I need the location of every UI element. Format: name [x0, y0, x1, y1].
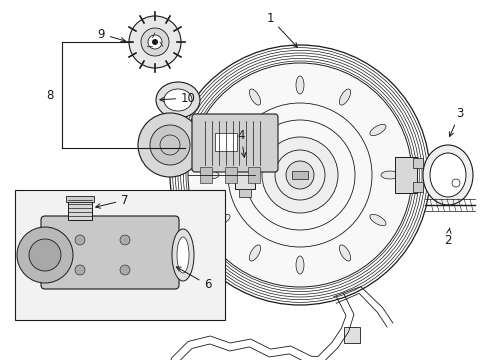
Circle shape — [129, 16, 181, 68]
Ellipse shape — [201, 171, 219, 179]
Bar — [215, 133, 237, 151]
Ellipse shape — [380, 171, 398, 179]
Bar — [15, 190, 224, 320]
Ellipse shape — [422, 145, 472, 205]
Text: 1: 1 — [265, 12, 297, 47]
Circle shape — [17, 227, 73, 283]
Bar — [239, 155, 250, 165]
Bar — [224, 167, 237, 183]
Circle shape — [120, 235, 130, 245]
Ellipse shape — [369, 124, 385, 136]
Circle shape — [285, 161, 313, 189]
Text: 4: 4 — [237, 129, 245, 157]
Text: 8: 8 — [46, 89, 54, 102]
Text: 9: 9 — [97, 27, 125, 42]
Circle shape — [262, 137, 337, 213]
Bar — [235, 161, 254, 189]
Bar — [66, 196, 94, 202]
Circle shape — [141, 28, 169, 56]
Bar — [412, 182, 422, 192]
Ellipse shape — [214, 124, 230, 136]
FancyBboxPatch shape — [192, 114, 278, 172]
Ellipse shape — [339, 245, 350, 261]
Ellipse shape — [172, 229, 194, 281]
Bar — [247, 167, 260, 183]
Ellipse shape — [249, 89, 260, 105]
Bar — [394, 157, 416, 193]
Text: 10: 10 — [160, 91, 196, 104]
Circle shape — [150, 125, 190, 165]
Bar — [412, 158, 422, 168]
Text: 5: 5 — [0, 359, 1, 360]
FancyBboxPatch shape — [41, 216, 179, 289]
Text: 7: 7 — [96, 194, 128, 208]
Circle shape — [75, 235, 85, 245]
Circle shape — [187, 63, 411, 287]
Bar — [343, 327, 359, 343]
Ellipse shape — [339, 89, 350, 105]
Ellipse shape — [156, 82, 200, 118]
Bar — [200, 167, 212, 183]
Bar — [68, 198, 92, 220]
Circle shape — [29, 239, 61, 271]
Bar — [291, 171, 307, 179]
Circle shape — [75, 265, 85, 275]
Circle shape — [120, 265, 130, 275]
Ellipse shape — [369, 214, 385, 226]
Ellipse shape — [295, 76, 304, 94]
Ellipse shape — [249, 245, 260, 261]
Circle shape — [152, 39, 158, 45]
Ellipse shape — [163, 89, 192, 111]
Circle shape — [148, 35, 162, 49]
Text: 2: 2 — [443, 228, 451, 247]
Circle shape — [138, 113, 202, 177]
Ellipse shape — [214, 214, 230, 226]
Text: 3: 3 — [448, 107, 463, 136]
Ellipse shape — [429, 153, 465, 197]
Text: 6: 6 — [176, 267, 211, 292]
Ellipse shape — [295, 256, 304, 274]
Ellipse shape — [177, 237, 189, 273]
Bar — [239, 189, 250, 197]
